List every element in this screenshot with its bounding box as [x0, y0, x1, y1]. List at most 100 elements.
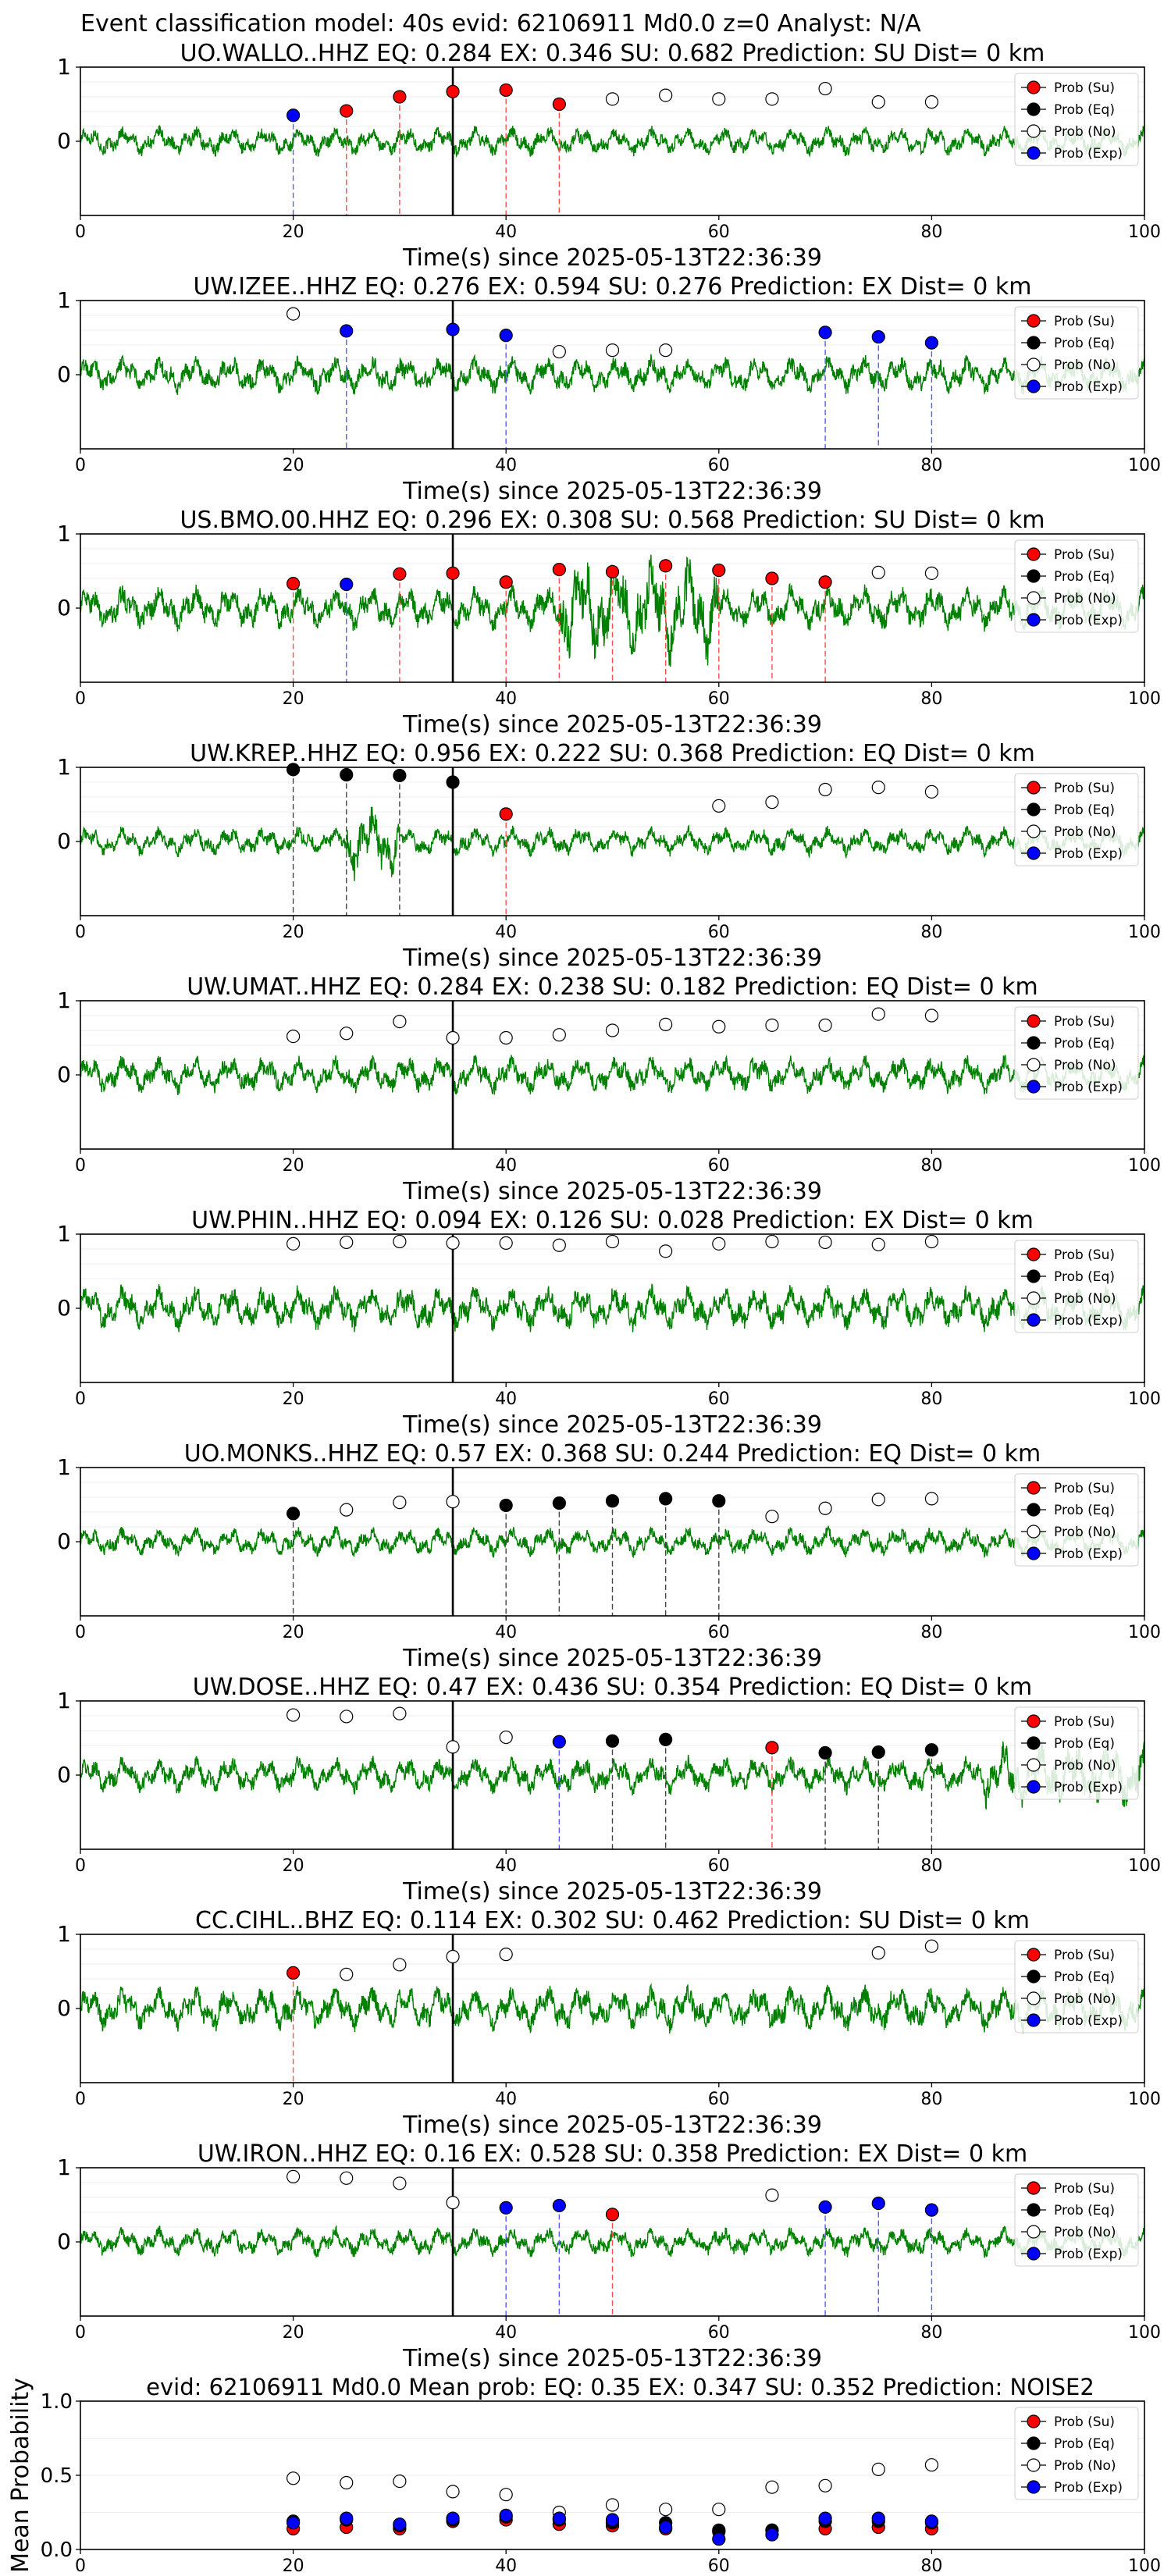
x-tick-label: 20	[283, 1156, 304, 1176]
legend-marker-no	[1027, 2458, 1041, 2472]
prob-point-su	[499, 83, 513, 98]
legend-marker-eq	[1027, 1269, 1041, 1283]
legend-marker-su	[1027, 1247, 1041, 1261]
x-tick-label: 80	[920, 1156, 942, 1176]
panel-title: CC.CIHL..BHZ EQ: 0.114 EX: 0.302 SU: 0.4…	[195, 1907, 1030, 1934]
legend-marker-exp	[1027, 2247, 1041, 2261]
x-tick-label: 60	[708, 222, 730, 242]
x-tick-label: 60	[708, 456, 730, 475]
mean-point-exp	[499, 2508, 513, 2522]
x-tick-label: 80	[920, 923, 942, 942]
x-tick-label: 80	[920, 689, 942, 709]
legend-entry-su: Prob (Su)	[1054, 1014, 1115, 1030]
legend-entry-no: Prob (No)	[1054, 2458, 1116, 2474]
prob-point-su	[552, 562, 566, 577]
prob-point-no	[499, 1730, 513, 1745]
prob-point-su	[712, 563, 726, 578]
prob-point-no	[818, 81, 832, 96]
legend-marker-exp	[1027, 379, 1041, 393]
prob-point-exp	[499, 329, 513, 343]
prob-point-eq	[393, 768, 407, 783]
prob-point-no	[871, 565, 885, 580]
prob-point-no	[446, 1740, 460, 1754]
legend-entry-su: Prob (Su)	[1054, 1247, 1115, 1263]
y-tick-label: 1	[57, 1221, 71, 1247]
legend-entry-eq: Prob (Eq)	[1054, 102, 1115, 118]
legend-box	[1014, 1940, 1139, 2033]
legend-box	[1014, 773, 1139, 866]
panel-title: UO.WALLO..HHZ EQ: 0.284 EX: 0.346 SU: 0.…	[180, 40, 1045, 67]
prob-point-no	[712, 799, 726, 813]
mean-point-exp	[552, 2511, 566, 2525]
x-tick-label: 40	[495, 1156, 517, 1176]
waveform-trace	[80, 1283, 1145, 1332]
legend-entry-exp: Prob (Exp)	[1054, 1780, 1123, 1795]
prob-point-exp	[924, 2203, 939, 2217]
x-tick-label: 0	[75, 1623, 86, 1642]
legend-entry-eq: Prob (Eq)	[1054, 1736, 1115, 1752]
legend-entry-su: Prob (Su)	[1054, 547, 1115, 563]
legend-marker-eq	[1027, 1736, 1041, 1750]
x-tick-label: 100	[1128, 2323, 1161, 2343]
prob-point-exp	[818, 326, 832, 340]
prob-point-no	[499, 1236, 513, 1251]
x-tick-label: 80	[920, 1856, 942, 1876]
x-axis-label: Time(s) since 2025-05-13T22:36:39	[402, 1878, 822, 1905]
axes-frame	[80, 1934, 1145, 2083]
legend-box	[1014, 1006, 1139, 1100]
waveform-trace	[80, 2225, 1145, 2258]
y-tick-label: 0	[57, 1295, 71, 1321]
legend-entry-no: Prob (No)	[1054, 358, 1116, 373]
prob-point-eq	[605, 1494, 620, 1508]
x-tick-label: 0	[75, 222, 86, 242]
waveform-trace	[80, 1983, 1145, 2034]
prob-point-exp	[871, 2197, 885, 2211]
prob-point-no	[552, 1238, 566, 1252]
mean-point-no	[659, 2503, 673, 2517]
mean-point-no	[340, 2475, 354, 2490]
legend-entry-exp: Prob (Exp)	[1054, 1313, 1123, 1329]
legend-entry-su: Prob (Su)	[1054, 2181, 1115, 2197]
prob-point-no	[924, 95, 939, 109]
legend-entry-su: Prob (Su)	[1054, 1948, 1115, 1963]
legend-marker-no	[1027, 591, 1041, 605]
prob-point-su	[605, 2208, 620, 2222]
prob-point-no	[765, 795, 779, 809]
legend-entry-eq: Prob (Eq)	[1054, 2436, 1115, 2452]
x-tick-label: 0	[75, 2556, 86, 2576]
x-tick-label: 20	[283, 2090, 304, 2109]
prob-point-su	[659, 559, 673, 573]
x-tick-label: 80	[920, 222, 942, 242]
y-tick-label: 0	[57, 595, 71, 621]
legend-entry-eq: Prob (Eq)	[1054, 802, 1115, 818]
prob-point-su	[340, 104, 354, 118]
mean-point-no	[924, 2458, 939, 2472]
legend-entry-no: Prob (No)	[1054, 1991, 1116, 2007]
mean-point-no	[712, 2503, 726, 2517]
legend-marker-exp	[1027, 846, 1041, 860]
prob-point-no	[287, 1029, 301, 1044]
legend-marker-eq	[1027, 2436, 1041, 2450]
panel-6: UW.PHIN..HHZ EQ: 0.094 EX: 0.126 SU: 0.0…	[57, 1207, 1161, 1439]
mean-point-exp	[340, 2511, 354, 2525]
panel-title: UW.KREP..HHZ EQ: 0.956 EX: 0.222 SU: 0.3…	[190, 740, 1035, 767]
legend-marker-su	[1027, 547, 1041, 561]
legend-entry-su: Prob (Su)	[1054, 1714, 1115, 1730]
mean-point-no	[446, 2485, 460, 2499]
legend-marker-no	[1027, 1058, 1041, 1072]
prob-point-no	[659, 88, 673, 102]
prob-point-no	[446, 1949, 460, 1964]
prob-point-no	[446, 2196, 460, 2210]
x-tick-label: 100	[1128, 923, 1161, 942]
y-tick-label: 1	[57, 521, 71, 546]
legend-marker-eq	[1027, 569, 1041, 583]
prob-point-exp	[818, 2200, 832, 2214]
x-tick-label: 40	[495, 456, 517, 475]
x-tick-label: 0	[75, 2090, 86, 2109]
x-tick-label: 20	[283, 222, 304, 242]
legend-entry-no: Prob (No)	[1054, 591, 1116, 607]
prob-point-no	[605, 92, 620, 106]
legend-entry-no: Prob (No)	[1054, 1291, 1116, 1307]
prob-point-no	[818, 782, 832, 797]
x-tick-label: 60	[708, 2090, 730, 2109]
